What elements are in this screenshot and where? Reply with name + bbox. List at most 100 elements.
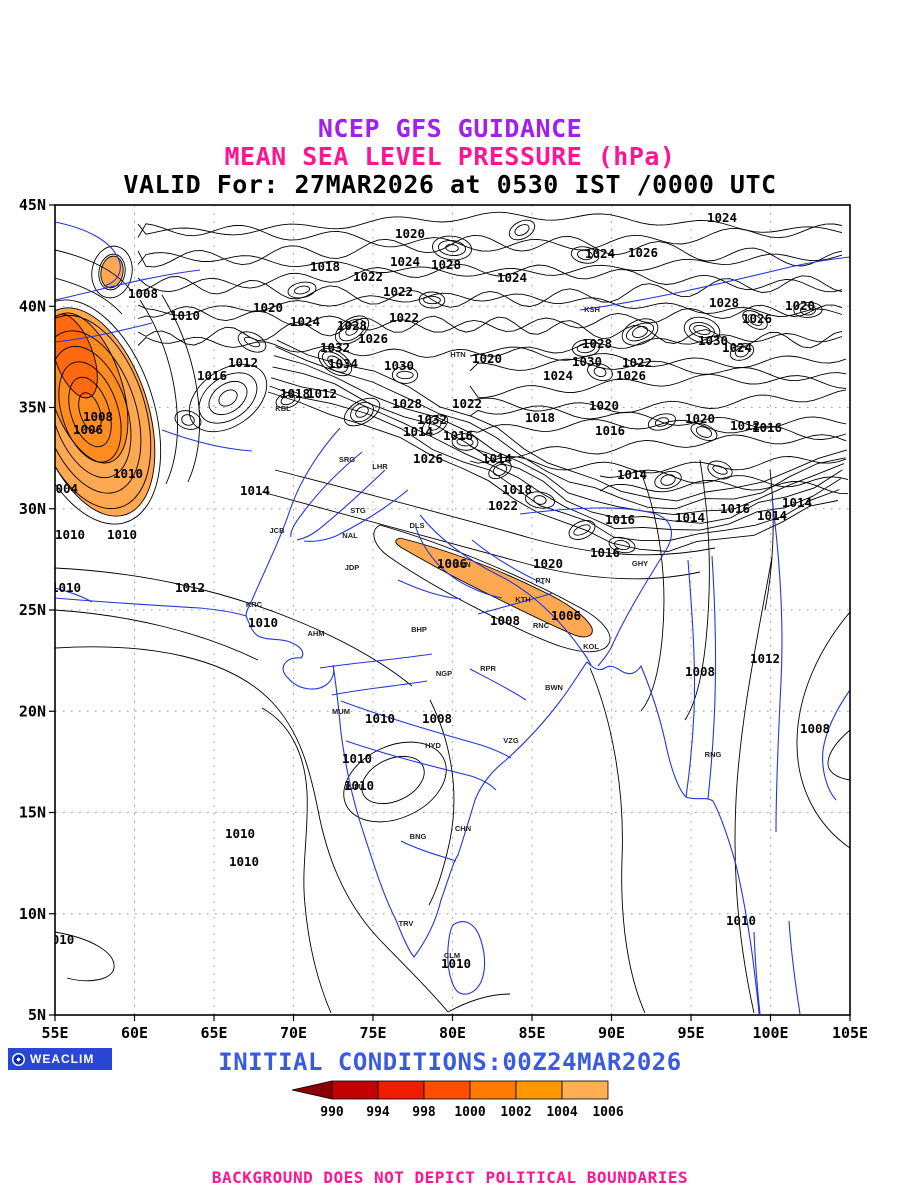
contour-ring bbox=[570, 246, 600, 264]
y-tick-label: 25N bbox=[19, 601, 46, 619]
contour-line bbox=[261, 491, 701, 580]
city-label: VZG bbox=[503, 736, 519, 745]
low-fill-west-core bbox=[55, 313, 98, 399]
pressure-label: 1026 bbox=[628, 245, 658, 260]
city-label: GHY bbox=[632, 559, 648, 568]
contour-ring bbox=[577, 249, 593, 261]
pressure-label: 1014 bbox=[240, 483, 270, 498]
river-coastline bbox=[469, 668, 527, 701]
city-label: CLM bbox=[444, 951, 460, 960]
contour-ring bbox=[78, 392, 102, 432]
x-tick-label: 100E bbox=[752, 1024, 788, 1042]
river-coastline bbox=[788, 920, 801, 1015]
contour-ring bbox=[793, 302, 823, 318]
pressure-label: 1018 bbox=[280, 386, 310, 401]
river-coastline bbox=[331, 680, 428, 696]
river-coastline bbox=[519, 507, 672, 667]
contour-line bbox=[469, 434, 847, 459]
river-coastline bbox=[685, 559, 696, 798]
x-tick-label: 75E bbox=[359, 1024, 386, 1042]
contour-ring bbox=[492, 463, 508, 477]
contour-ring bbox=[218, 389, 238, 407]
contour-ring bbox=[421, 414, 449, 436]
contour-ring bbox=[275, 391, 301, 409]
contour-line bbox=[469, 456, 847, 474]
initial-conditions: INITIAL CONDITIONS:00Z24MAR2026 bbox=[218, 1048, 682, 1076]
pressure-label: 1028 bbox=[582, 336, 612, 351]
contour-line bbox=[447, 993, 511, 1013]
pressure-label: 1032 bbox=[417, 412, 447, 427]
city-label: NGP bbox=[436, 669, 452, 678]
pressure-label: 1010 bbox=[170, 308, 200, 323]
contour-ring bbox=[55, 314, 152, 510]
pressure-label: 1016 bbox=[590, 545, 620, 560]
pressure-label: 1016 bbox=[443, 428, 473, 443]
contour-line bbox=[764, 469, 774, 611]
pressure-label: 1028 bbox=[337, 318, 367, 333]
pressure-label: 1006 bbox=[437, 556, 467, 571]
x-tick-label: 60E bbox=[121, 1024, 148, 1042]
contour-line bbox=[589, 667, 646, 1014]
city-label: RNG bbox=[705, 750, 722, 759]
colorbar-tick-label: 998 bbox=[412, 1105, 436, 1120]
contour-line bbox=[796, 611, 850, 849]
pressure-label: 1010 bbox=[113, 466, 143, 481]
contour-ring bbox=[514, 224, 530, 236]
contour-line bbox=[274, 469, 716, 556]
contour-ring bbox=[322, 351, 348, 373]
pressure-label: 1024 bbox=[543, 368, 573, 383]
contour-ring bbox=[327, 355, 343, 369]
city-label: BWN bbox=[545, 683, 563, 692]
river-coastline bbox=[471, 539, 545, 585]
pressure-label: 1030 bbox=[384, 358, 414, 373]
contour-ring bbox=[621, 318, 659, 346]
contour-line bbox=[469, 419, 847, 440]
pressure-label: 1010 bbox=[55, 527, 85, 542]
contour-ring bbox=[345, 324, 359, 336]
contour-ring bbox=[208, 380, 248, 416]
contour-line bbox=[269, 385, 840, 542]
contour-line bbox=[639, 469, 665, 712]
river-coastline bbox=[345, 740, 497, 791]
river-coastline bbox=[55, 597, 760, 1015]
river-coastline bbox=[340, 700, 512, 759]
river-coastline bbox=[303, 489, 409, 542]
pressure-label: 1024 bbox=[497, 270, 527, 285]
pressure-label: 1010 bbox=[365, 711, 395, 726]
city-label: HTN bbox=[450, 350, 465, 359]
pressure-label: 1008 bbox=[490, 613, 520, 628]
pressure-label: 1014 bbox=[782, 495, 812, 510]
city-label: PJM bbox=[345, 782, 360, 791]
contour-ring bbox=[568, 520, 596, 540]
river-coastline bbox=[161, 429, 253, 452]
pressure-label: 1010 bbox=[229, 854, 259, 869]
river-coastline bbox=[55, 322, 153, 343]
contour-line bbox=[137, 275, 843, 308]
pressure-label: 1032 bbox=[320, 340, 350, 355]
contour-line bbox=[137, 211, 843, 236]
city-label: KRC bbox=[246, 600, 263, 609]
contour-ring bbox=[613, 539, 631, 551]
contour-line bbox=[137, 333, 843, 358]
river-coastline bbox=[707, 555, 717, 800]
city-label: KTH bbox=[515, 595, 530, 604]
contour-ring bbox=[632, 326, 648, 338]
pressure-colorbar: 990 994 998 1000 1002 1004 1006 bbox=[291, 1080, 624, 1120]
city-label: AHM bbox=[307, 629, 324, 638]
river-coastline bbox=[415, 527, 503, 599]
pressure-label: 1014 bbox=[757, 508, 787, 523]
pressure-label: 1024 bbox=[290, 314, 320, 329]
contour-ring bbox=[693, 324, 711, 336]
contour-line bbox=[469, 389, 847, 414]
map-axes: 55E 60E 65E 70E 75E 80E 85E 90E 95E 100E 105E 45N 40… bbox=[19, 196, 868, 1042]
weaclim-logo-text: WEACLIM bbox=[30, 1052, 95, 1066]
y-tick-label: 35N bbox=[19, 399, 46, 417]
contour-ring bbox=[338, 318, 366, 342]
contour-line bbox=[55, 646, 449, 1013]
contour-ring bbox=[418, 291, 446, 309]
contour-ring bbox=[533, 495, 547, 505]
colorbar-arrow bbox=[291, 1080, 333, 1100]
pressure-label: 1026 bbox=[413, 451, 443, 466]
pressure-label: 1026 bbox=[742, 311, 772, 326]
